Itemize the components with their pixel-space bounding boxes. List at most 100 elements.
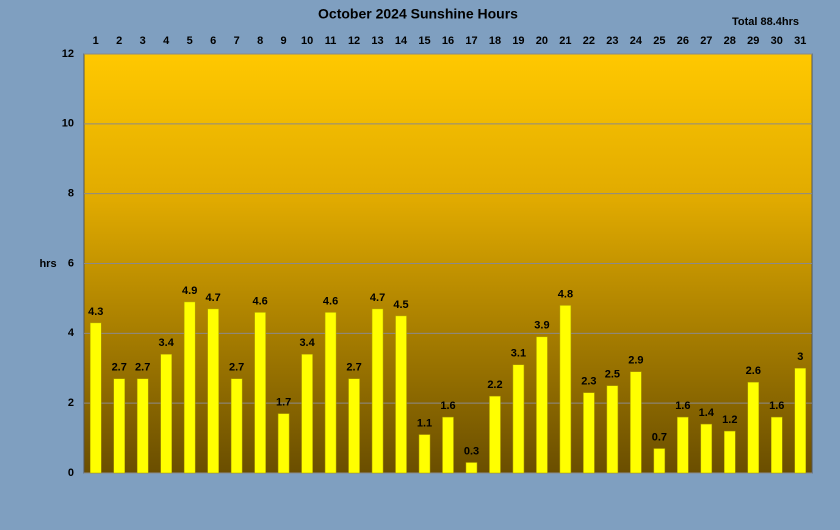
x-tick-label: 16	[442, 35, 454, 47]
x-tick-label: 4	[163, 35, 170, 47]
y-axis-label: hrs	[39, 258, 56, 270]
bar	[230, 378, 243, 474]
value-label: 4.8	[558, 288, 573, 300]
x-tick-label: 19	[512, 35, 524, 47]
chart-title: October 2024 Sunshine Hours	[318, 6, 518, 22]
bar	[183, 301, 196, 474]
value-label: 4.9	[182, 285, 197, 297]
bar	[207, 308, 219, 474]
value-label: 2.5	[605, 369, 620, 381]
x-tick-label: 10	[301, 35, 313, 47]
value-label: 2.7	[229, 362, 244, 374]
bar	[512, 364, 525, 474]
x-tick-label: 13	[371, 35, 383, 47]
value-label: 4.5	[393, 299, 408, 311]
value-label: 3.4	[159, 337, 175, 349]
value-label: 4.6	[323, 295, 338, 307]
bar	[794, 368, 807, 474]
value-label: 3	[797, 351, 803, 363]
bar	[348, 378, 360, 474]
value-label: 4.6	[252, 295, 267, 307]
x-tick-label: 31	[794, 35, 806, 47]
bar	[418, 434, 431, 474]
bar	[395, 315, 407, 474]
y-tick-label: 4	[68, 327, 75, 339]
x-tick-label: 18	[489, 35, 501, 47]
bar	[371, 308, 384, 474]
x-tick-label: 28	[724, 35, 736, 47]
bar	[583, 392, 595, 474]
x-tick-label: 22	[583, 35, 595, 47]
bar	[277, 413, 290, 474]
bar	[113, 378, 125, 474]
value-label: 2.6	[746, 365, 761, 377]
value-label: 1.4	[699, 407, 715, 419]
x-tick-label: 20	[536, 35, 548, 47]
value-label: 2.3	[581, 376, 596, 388]
y-tick-label: 10	[62, 118, 74, 130]
bar	[442, 416, 454, 474]
annotation: Total 88.4hrs	[732, 16, 799, 28]
value-label: 0.3	[464, 445, 479, 457]
x-tick-label: 29	[747, 35, 759, 47]
value-label: 1.1	[417, 417, 432, 429]
value-label: 1.6	[769, 400, 784, 412]
bar	[606, 385, 619, 474]
bar	[489, 395, 501, 474]
x-tick-label: 26	[677, 35, 689, 47]
value-label: 0.7	[652, 431, 667, 443]
value-label: 2.9	[628, 355, 643, 367]
bar	[89, 322, 102, 474]
value-label: 4.7	[206, 292, 221, 304]
bar	[301, 354, 313, 474]
value-label: 3.4	[299, 337, 315, 349]
value-label: 2.7	[112, 362, 127, 374]
x-tick-label: 30	[771, 35, 783, 47]
y-tick-label: 0	[68, 467, 74, 479]
bar	[324, 312, 337, 474]
x-tick-label: 7	[234, 35, 240, 47]
value-label: 2.2	[487, 379, 502, 391]
value-label: 2.7	[135, 362, 150, 374]
x-tick-label: 17	[465, 35, 477, 47]
bar	[677, 416, 689, 474]
x-tick-label: 24	[630, 35, 643, 47]
y-tick-label: 12	[62, 48, 74, 60]
x-tick-label: 6	[210, 35, 216, 47]
x-tick-label: 1	[93, 35, 99, 47]
bar	[771, 416, 783, 474]
bar	[630, 371, 642, 474]
y-tick-label: 8	[68, 188, 74, 200]
y-tick-label: 6	[68, 257, 74, 269]
x-tick-label: 3	[140, 35, 146, 47]
x-tick-label: 14	[395, 35, 408, 47]
bar	[724, 430, 736, 474]
bar	[747, 381, 760, 474]
value-label: 2.7	[346, 362, 361, 374]
x-tick-label: 27	[700, 35, 712, 47]
x-tick-label: 15	[418, 35, 430, 47]
value-label: 1.6	[440, 400, 455, 412]
value-label: 1.2	[722, 414, 737, 426]
value-label: 1.7	[276, 397, 291, 409]
value-label: 3.1	[511, 348, 526, 360]
y-tick-label: 2	[68, 397, 74, 409]
x-tick-label: 8	[257, 35, 263, 47]
bar	[700, 423, 713, 474]
bar	[160, 354, 172, 474]
x-tick-label: 9	[281, 35, 287, 47]
x-tick-label: 2	[116, 35, 122, 47]
bar	[465, 462, 478, 474]
x-tick-label: 21	[559, 35, 571, 47]
value-label: 4.7	[370, 292, 385, 304]
value-label: 4.3	[88, 306, 103, 318]
x-tick-label: 25	[653, 35, 665, 47]
bar	[136, 378, 149, 474]
x-tick-label: 5	[187, 35, 193, 47]
bar	[559, 305, 572, 474]
x-tick-label: 12	[348, 35, 360, 47]
value-label: 1.6	[675, 400, 690, 412]
bar	[536, 336, 548, 474]
bar	[653, 448, 666, 474]
